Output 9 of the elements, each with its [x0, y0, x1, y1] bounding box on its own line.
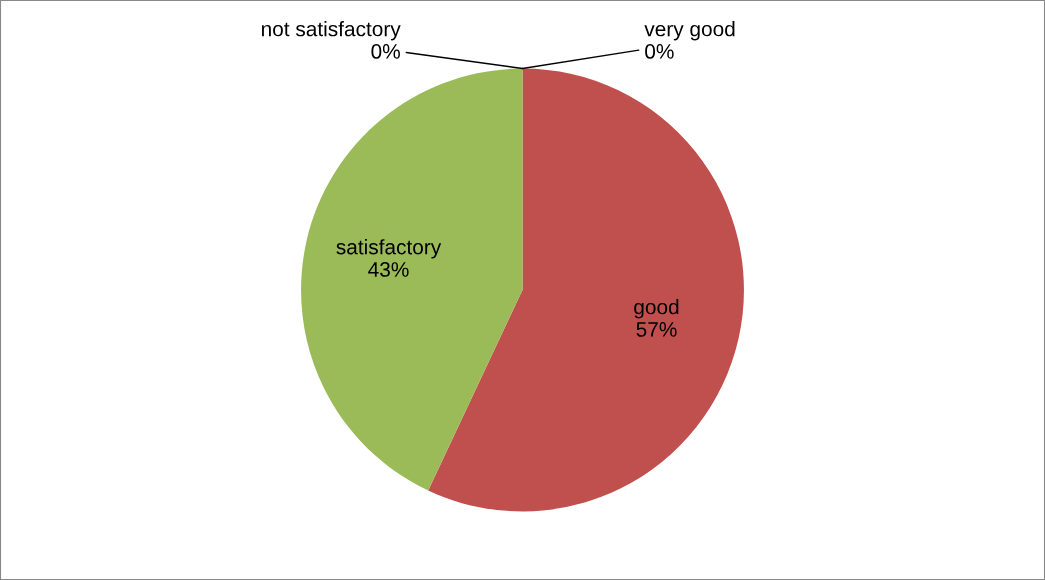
text: 0% — [371, 44, 400, 59]
text: 0% — [645, 44, 674, 59]
category-label: very good — [644, 21, 735, 41]
slice-label: satisfactory — [336, 239, 442, 259]
data-label: 43% — [368, 262, 409, 277]
slice-label: good — [634, 299, 679, 319]
category-label: not satisfactory — [261, 21, 401, 41]
data-label: 57% — [636, 322, 677, 337]
pie-slice — [301, 68, 523, 491]
